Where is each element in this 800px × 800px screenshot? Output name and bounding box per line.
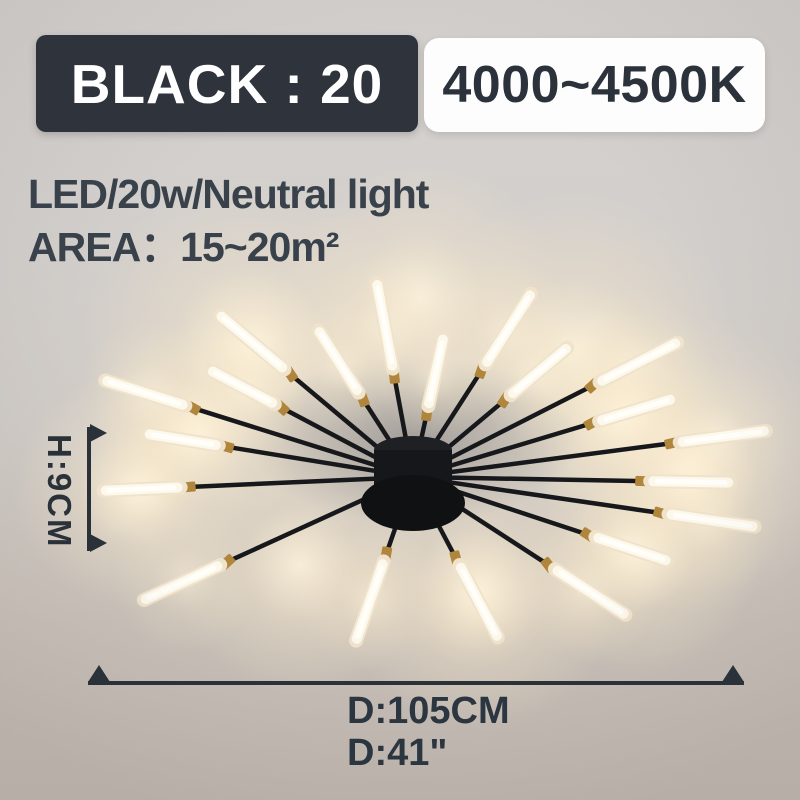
diameter-arrow-right-icon: [722, 665, 744, 682]
diameter-labels: D:105CM D:41": [347, 690, 510, 774]
diameter-dimension-line: [88, 681, 744, 685]
variant-badge-label: BLACK : 20: [70, 52, 384, 115]
color-temperature-label: 4000~4500K: [442, 56, 747, 114]
area-spec: AREA：15~20m²: [28, 224, 339, 270]
height-dimension-line: [87, 427, 91, 551]
diameter-inch-label: D:41": [347, 732, 448, 774]
height-dimension-label: H:9CM: [41, 434, 78, 549]
variant-badge: BLACK : 20: [36, 35, 418, 132]
height-arrow-top-icon: [90, 424, 107, 442]
color-temperature-badge: 4000~4500K: [424, 38, 765, 132]
wattage-spec: LED/20w/Neutral light: [28, 171, 429, 217]
spec-lines: LED/20w/Neutral light AREA：15~20m²: [28, 168, 429, 274]
height-arrow-bottom-icon: [90, 534, 107, 552]
diameter-arrow-left-icon: [88, 665, 110, 682]
diameter-cm-label: D:105CM: [347, 690, 510, 732]
